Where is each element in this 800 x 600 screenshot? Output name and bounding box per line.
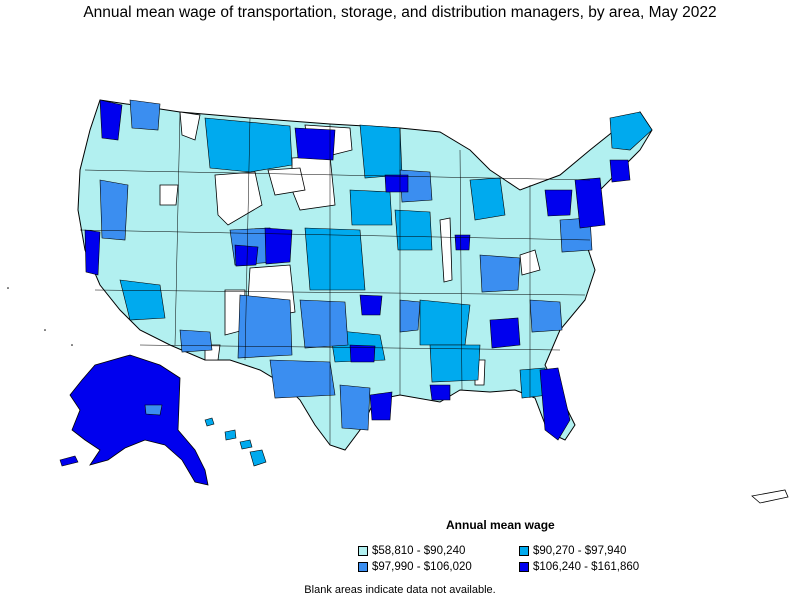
small-islands [7,287,73,346]
legend-item-2: $90,270 - $97,940 [519,545,626,557]
hawaii [204,417,267,467]
alaska-southwest [144,404,163,416]
blank-areas [159,111,541,386]
legend-label-2: $90,270 - $97,940 [533,545,627,557]
legend-label-1: $58,810 - $90,240 [372,545,466,557]
legend-swatch-4 [519,562,529,572]
footnote: Blank areas indicate data not available. [304,584,496,596]
legend-item-1: $58,810 - $90,240 [358,545,465,557]
legend-item-3: $97,990 - $106,020 [358,561,472,573]
legend-swatch-1 [358,546,368,556]
legend-item-4: $106,240 - $161,860 [519,561,639,573]
puerto-rico [751,489,789,504]
alaska-main [69,354,209,486]
area-borders [79,111,591,445]
tier4-areas [84,99,631,441]
aleutian-islands [59,455,79,467]
legend-label-3: $97,990 - $106,020 [372,561,472,573]
legend-label-4: $106,240 - $161,860 [533,561,640,573]
contiguous-us [77,99,653,451]
legend-title: Annual mean wage [446,518,555,532]
legend-swatch-3 [358,562,368,572]
map-title: Annual mean wage of transportation, stor… [83,4,717,21]
legend-swatch-2 [519,546,529,556]
alaska [59,354,209,486]
